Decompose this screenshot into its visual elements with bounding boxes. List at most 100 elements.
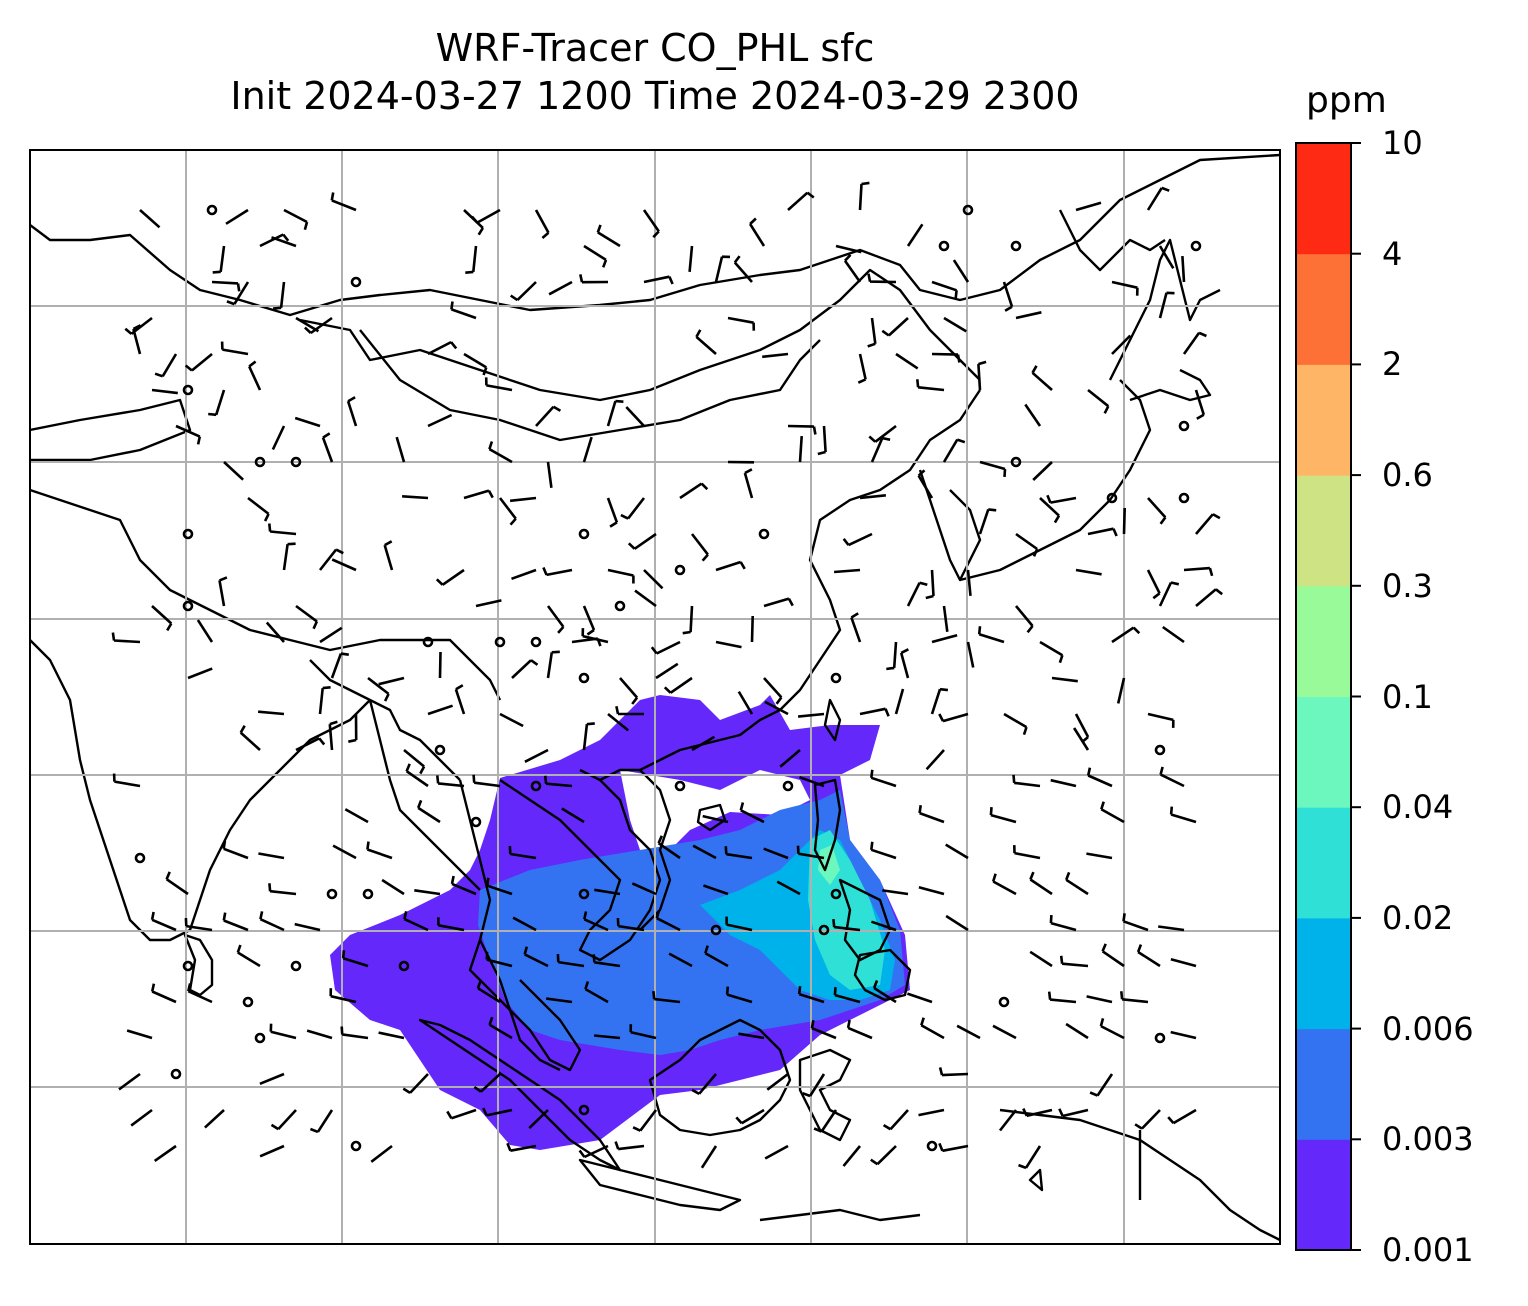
colorbar-tick-label: 0.1 xyxy=(1382,677,1433,716)
wind-barb xyxy=(247,496,270,522)
wind-barb xyxy=(606,497,619,528)
wind-barb xyxy=(899,648,910,679)
coastline-japan-hokkaido xyxy=(1129,368,1212,402)
wind-barb xyxy=(509,496,537,503)
wind-barb xyxy=(112,773,141,788)
wind-barb xyxy=(416,799,441,824)
calm-wind-marker xyxy=(350,1140,362,1152)
colorbar-segment xyxy=(1296,917,1351,1030)
wind-barb xyxy=(151,388,178,395)
wind-barb xyxy=(346,396,358,427)
border-china-mongolia-south xyxy=(359,329,821,442)
wind-barb xyxy=(655,910,681,932)
islands-philippines-luzon xyxy=(813,778,842,872)
calm-wind-marker xyxy=(398,960,410,972)
wind-barb xyxy=(367,676,390,702)
wind-barb xyxy=(1147,712,1175,728)
wind-barb xyxy=(867,273,897,284)
wind-barb xyxy=(1158,581,1180,607)
wind-barb xyxy=(870,436,891,463)
wind-barb xyxy=(546,605,565,634)
wind-barb xyxy=(366,841,393,860)
wind-barb xyxy=(523,946,549,968)
calm-wind-marker xyxy=(182,528,194,540)
wind-barb xyxy=(629,1024,657,1040)
wind-barb xyxy=(813,1109,838,1133)
wind-barb xyxy=(498,497,517,526)
wind-barb xyxy=(1029,871,1053,896)
wind-barb xyxy=(1158,925,1185,932)
wind-barb xyxy=(1039,497,1061,524)
wind-barb xyxy=(627,532,657,550)
wind-barb xyxy=(695,329,717,355)
wind-barb xyxy=(920,1017,945,1040)
calm-wind-marker xyxy=(830,888,842,900)
wind-barb xyxy=(797,712,825,718)
wind-barb xyxy=(1099,1018,1125,1040)
wind-barb xyxy=(509,281,537,302)
wind-barb xyxy=(596,224,621,248)
wind-barb xyxy=(506,1142,537,1152)
wind-barb xyxy=(1073,727,1090,751)
wind-barb xyxy=(650,640,681,655)
wind-barb xyxy=(126,1029,153,1040)
wind-barbs xyxy=(111,181,1223,1170)
colorbar-tick-label: 0.003 xyxy=(1382,1120,1474,1159)
wind-barb xyxy=(1136,944,1161,968)
colorbar-unit-label: ppm xyxy=(1306,80,1387,121)
wind-barb xyxy=(870,920,897,932)
wind-barb xyxy=(282,542,296,571)
wind-barb xyxy=(184,918,213,932)
wind-barb xyxy=(894,688,905,715)
wind-barb xyxy=(799,775,825,788)
wind-barb xyxy=(488,1016,513,1040)
wind-barb xyxy=(1111,334,1132,355)
wind-barb xyxy=(867,317,877,348)
wind-barb xyxy=(886,641,898,671)
wind-barb xyxy=(304,316,333,335)
calm-wind-marker xyxy=(962,204,974,216)
wind-barb xyxy=(427,704,454,716)
wind-barb xyxy=(692,844,717,860)
wind-barb xyxy=(499,712,524,728)
calm-wind-marker xyxy=(350,276,362,288)
wind-barb xyxy=(882,889,909,896)
wind-barb xyxy=(196,619,214,643)
wind-barb xyxy=(1147,497,1167,525)
wind-barb xyxy=(341,950,369,968)
wind-barb xyxy=(259,233,290,248)
wind-barb xyxy=(1146,569,1161,600)
wind-barb xyxy=(1024,403,1042,427)
wind-barb xyxy=(283,208,309,231)
wind-barb xyxy=(1087,388,1110,414)
calm-wind-marker xyxy=(242,996,254,1008)
coastline-kamchatka-east xyxy=(1058,209,1166,272)
wind-barb xyxy=(318,686,331,715)
wind-barb xyxy=(1039,640,1064,664)
calm-wind-marker xyxy=(254,1032,266,1044)
wind-barb xyxy=(1059,955,1089,968)
wind-barb xyxy=(132,324,142,355)
wind-barb xyxy=(631,882,657,896)
colorbar-segment xyxy=(1296,143,1351,255)
wind-barb xyxy=(881,317,909,337)
wind-barb xyxy=(154,353,178,378)
wind-barb xyxy=(1058,1108,1089,1118)
wind-barb xyxy=(859,494,887,500)
calm-wind-marker xyxy=(710,924,722,936)
calm-wind-marker xyxy=(578,528,590,540)
wind-barb xyxy=(842,1145,862,1167)
calm-wind-marker xyxy=(938,240,950,252)
wind-barb xyxy=(870,1145,897,1166)
wind-barb xyxy=(450,875,477,896)
wind-barb xyxy=(437,917,465,932)
wind-barb xyxy=(578,1144,609,1159)
calm-wind-marker xyxy=(578,672,590,684)
wind-barb xyxy=(378,676,405,686)
wind-barb xyxy=(427,413,453,428)
wind-barb xyxy=(810,1020,837,1040)
coastline-indochina xyxy=(499,768,662,962)
wind-barb xyxy=(787,191,815,211)
wind-barb xyxy=(592,954,621,968)
